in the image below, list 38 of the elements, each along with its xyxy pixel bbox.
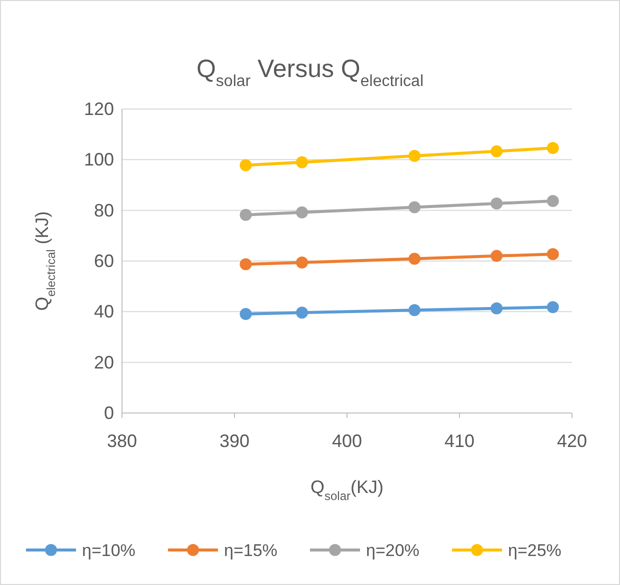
point (490, 302, 503, 314)
point (240, 159, 252, 172)
point (546, 142, 559, 154)
point (546, 248, 559, 260)
point (296, 306, 308, 319)
point (240, 208, 252, 221)
point (490, 197, 503, 210)
legend-label: η=15% (224, 541, 278, 560)
point (296, 256, 308, 269)
y-tick-label: 80 (94, 200, 114, 220)
x-tick-label: 420 (556, 431, 588, 451)
point (408, 150, 420, 162)
x-tick-label: 380 (106, 431, 138, 451)
y-tick-label: 40 (94, 302, 114, 322)
point (546, 194, 559, 207)
y-tick-label: 100 (84, 150, 114, 170)
y-tick-label: 0 (104, 403, 114, 423)
point (240, 258, 252, 270)
chart-title: Q$_{solar}$ Versus Q$_{electrical}$ (196, 55, 424, 90)
point (240, 308, 252, 320)
x-tick-label: 400 (332, 431, 362, 451)
y-tick-label: 60 (94, 251, 114, 271)
y-tick-label: 120 (84, 99, 114, 119)
point (296, 206, 308, 218)
point (490, 250, 503, 262)
legend-label: η=10% (82, 541, 136, 560)
legend-label: η=20% (366, 541, 420, 560)
x-axis-title: Q$_{solar}$(KJ) (310, 477, 384, 503)
x-tick-label: 410 (444, 431, 475, 451)
point (490, 145, 503, 158)
legend-label: η=25% (508, 541, 562, 560)
x-tick-label: 390 (219, 431, 250, 451)
point (546, 301, 559, 314)
point (296, 156, 308, 168)
y-tick-label: 20 (94, 352, 114, 372)
point (408, 304, 420, 316)
point (408, 252, 420, 265)
point (408, 201, 420, 214)
